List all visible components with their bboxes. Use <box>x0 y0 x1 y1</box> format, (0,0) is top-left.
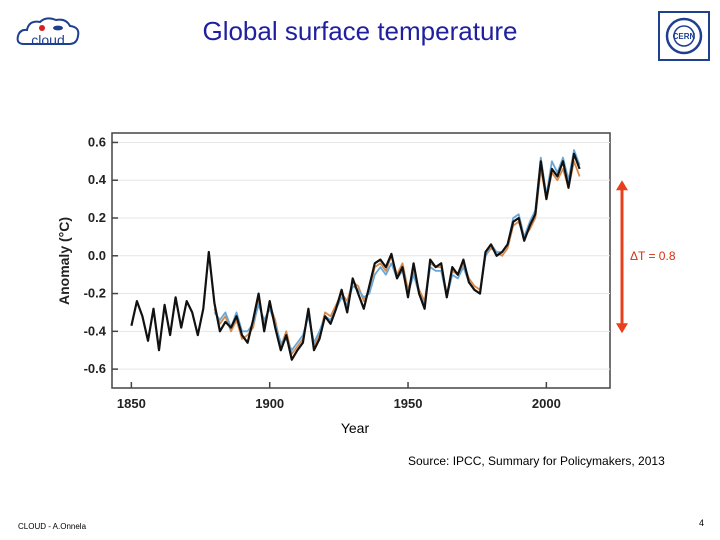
y-tick-label: -0.6 <box>84 361 106 376</box>
cern-logo: CERN <box>658 11 710 61</box>
cern-ring-inner <box>673 25 695 47</box>
x-axis-label: Year <box>340 420 370 436</box>
blue-mark <box>53 25 63 31</box>
source-citation: Source: IPCC, Summary for Policymakers, … <box>408 454 665 468</box>
y-axis-label: Anomaly (°C) <box>56 217 72 305</box>
y-tick-label: 0.4 <box>88 172 107 187</box>
cloud-logo-shape <box>16 17 80 45</box>
y-tick-label: -0.2 <box>84 286 106 301</box>
x-tick-label: 1850 <box>117 396 146 411</box>
series-line-black <box>130 152 581 361</box>
y-tick-label: 0.2 <box>88 210 106 225</box>
delta-t-arrowhead-bottom <box>616 323 628 334</box>
x-tick-label: 1900 <box>255 396 284 411</box>
y-tick-label: -0.4 <box>84 323 107 338</box>
page-title: Global surface temperature <box>202 16 518 46</box>
page-number: 4 <box>698 518 704 528</box>
cern-ring <box>665 17 703 55</box>
x-tick-label: 1950 <box>394 396 423 411</box>
footer-author: CLOUD - A.Onnela <box>18 522 87 531</box>
red-dot <box>39 25 45 31</box>
x-tick-label: 2000 <box>532 396 561 411</box>
cloud-logo-text: cloud <box>31 32 64 48</box>
cloud-logo: cloud <box>14 14 82 54</box>
plot-area <box>111 132 611 389</box>
y-tick-label: 0.6 <box>88 134 106 149</box>
y-tick-label: 0.0 <box>88 248 106 263</box>
delta-t-label: ΔT = 0.8ºC <box>630 249 675 263</box>
delta-t-arrowhead-top <box>616 180 628 191</box>
temperature-chart: 0.6 0.4 0.2 0.0 -0.2 -0.4 -0.6 1850 1900 1950 200… <box>55 128 689 418</box>
cern-logo-text: CERN <box>673 32 696 41</box>
